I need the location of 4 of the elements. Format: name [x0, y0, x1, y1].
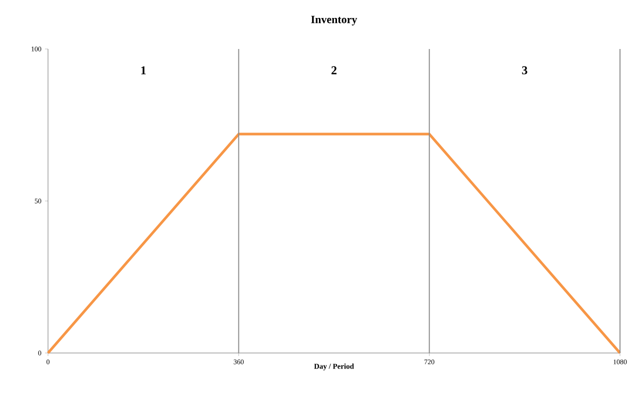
annotation: 1: [141, 66, 146, 74]
annotation: 2: [332, 66, 336, 74]
chart-title: Inventory: [311, 16, 358, 26]
annotation: 3: [522, 66, 528, 74]
